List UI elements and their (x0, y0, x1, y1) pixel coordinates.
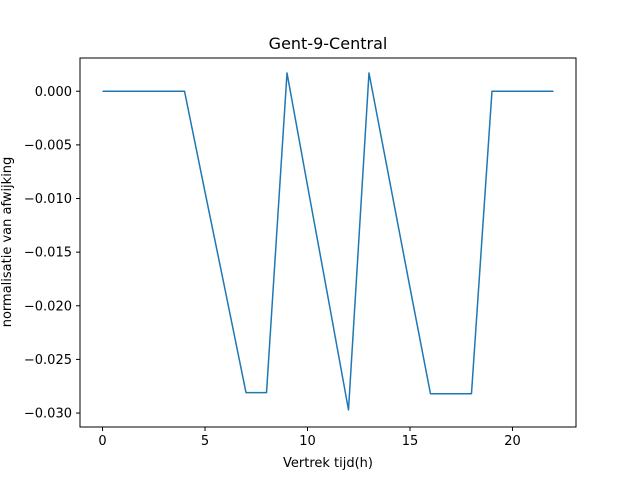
y-tick-label: −0.025 (24, 353, 72, 368)
x-tick-label: 20 (504, 434, 521, 449)
x-tick-label: 15 (402, 434, 419, 449)
series-line (102, 72, 554, 411)
chart-title: Gent-9-Central (269, 34, 388, 53)
x-tick-label: 0 (98, 434, 106, 449)
x-tick-label: 5 (201, 434, 209, 449)
y-axis: 0.000 −0.005 −0.010 −0.015 −0.020 −0.025 −0.03… (24, 85, 80, 422)
y-tick-label: −0.030 (24, 407, 72, 422)
y-tick-label: −0.005 (24, 138, 72, 153)
x-tick-label: 10 (299, 434, 316, 449)
plot-area (102, 72, 554, 411)
y-tick-label: −0.015 (24, 246, 72, 261)
axes-frame (79, 57, 577, 428)
y-axis-label: normalisatie van afwijking (0, 157, 15, 328)
y-tick-label: −0.010 (24, 192, 72, 207)
x-axis: 0 5 10 15 20 (98, 427, 521, 449)
y-tick-label: −0.020 (24, 299, 72, 314)
y-tick-label: 0.000 (35, 85, 72, 100)
x-axis-label: Vertrek tijd(h) (283, 456, 373, 471)
